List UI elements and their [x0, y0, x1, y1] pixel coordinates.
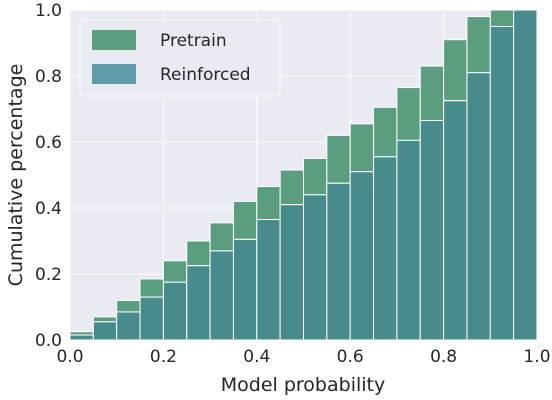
x-tick-labels: 0.0 0.2 0.4 0.6 0.8 1.0	[56, 347, 550, 367]
x-tick-label-2: 0.4	[243, 347, 270, 367]
bar-upper-bin-17	[466, 16, 491, 74]
y-tick-label-2: 0.4	[35, 199, 62, 219]
bar-upper-bin-6	[209, 222, 234, 252]
bar-upper-bin-14	[396, 87, 421, 141]
bar-overlap-bin-17	[466, 72, 491, 341]
bar-upper-bin-9	[279, 169, 304, 206]
bar-overlap-bin-18	[489, 26, 515, 341]
legend-label-reinforced: Reinforced	[160, 65, 251, 85]
bar-upper-bin-16	[443, 39, 468, 102]
bar-overlap-bin-14	[396, 139, 421, 341]
bar-upper-bin-11	[326, 134, 351, 184]
bar-overlap-bin-1	[92, 321, 118, 341]
bar-overlap-bin-12	[349, 171, 375, 341]
bar-overlap-bin-13	[373, 156, 398, 341]
bar-overlap-bin-6	[209, 250, 234, 341]
bar-upper-bin-1	[92, 316, 118, 323]
legend-swatch-reinforced	[92, 64, 136, 84]
y-tick-label-0: 0.0	[35, 331, 62, 351]
bar-upper-bin-3	[139, 278, 164, 298]
bar-upper-bin-12	[349, 123, 375, 173]
bars-group	[69, 9, 538, 341]
bar-upper-bin-13	[373, 106, 398, 158]
y-tick-label-3: 0.6	[35, 133, 62, 153]
y-tick-label-1: 0.2	[35, 265, 62, 285]
y-tick-label-5: 1.0	[35, 1, 62, 21]
legend-swatch-pretrain	[92, 30, 136, 50]
bar-overlap-bin-0	[69, 334, 94, 341]
bar-overlap-bin-15	[419, 120, 445, 341]
x-axis-label: Model probability	[221, 374, 385, 396]
bar-overlap-bin-5	[186, 265, 211, 341]
bar-upper-bin-15	[419, 65, 445, 122]
bar-overlap-bin-8	[256, 219, 281, 341]
legend-label-pretrain: Pretrain	[160, 31, 227, 51]
bar-overlap-bin-3	[139, 296, 164, 341]
bar-upper-bin-5	[186, 240, 211, 267]
bar-overlap-bin-19	[513, 9, 538, 341]
bar-upper-bin-18	[489, 9, 515, 27]
bar-overlap-bin-9	[279, 204, 304, 341]
bar-upper-bin-4	[162, 260, 188, 283]
y-tick-label-4: 0.8	[35, 67, 62, 87]
x-tick-label-1: 0.2	[150, 347, 177, 367]
bar-upper-bin-7	[232, 200, 258, 240]
bar-overlap-bin-11	[326, 182, 351, 341]
bar-overlap-bin-10	[303, 194, 328, 341]
x-tick-label-4: 0.8	[430, 347, 457, 367]
x-tick-label-5: 1.0	[523, 347, 550, 367]
y-axis-label: Cumulative percentage	[5, 64, 27, 287]
bar-overlap-bin-7	[232, 238, 258, 341]
bar-overlap-bin-2	[116, 311, 141, 341]
x-tick-label-0: 0.0	[56, 347, 83, 367]
bar-overlap-bin-4	[162, 281, 188, 341]
bar-upper-bin-8	[256, 186, 281, 221]
bar-overlap-bin-16	[443, 100, 468, 341]
bar-upper-bin-2	[116, 299, 141, 313]
legend: Pretrain Reinforced	[79, 19, 281, 97]
x-tick-label-3: 0.6	[337, 347, 364, 367]
bar-upper-bin-10	[303, 158, 328, 196]
y-tick-labels: 0.0 0.2 0.4 0.6 0.8 1.0	[35, 1, 62, 351]
